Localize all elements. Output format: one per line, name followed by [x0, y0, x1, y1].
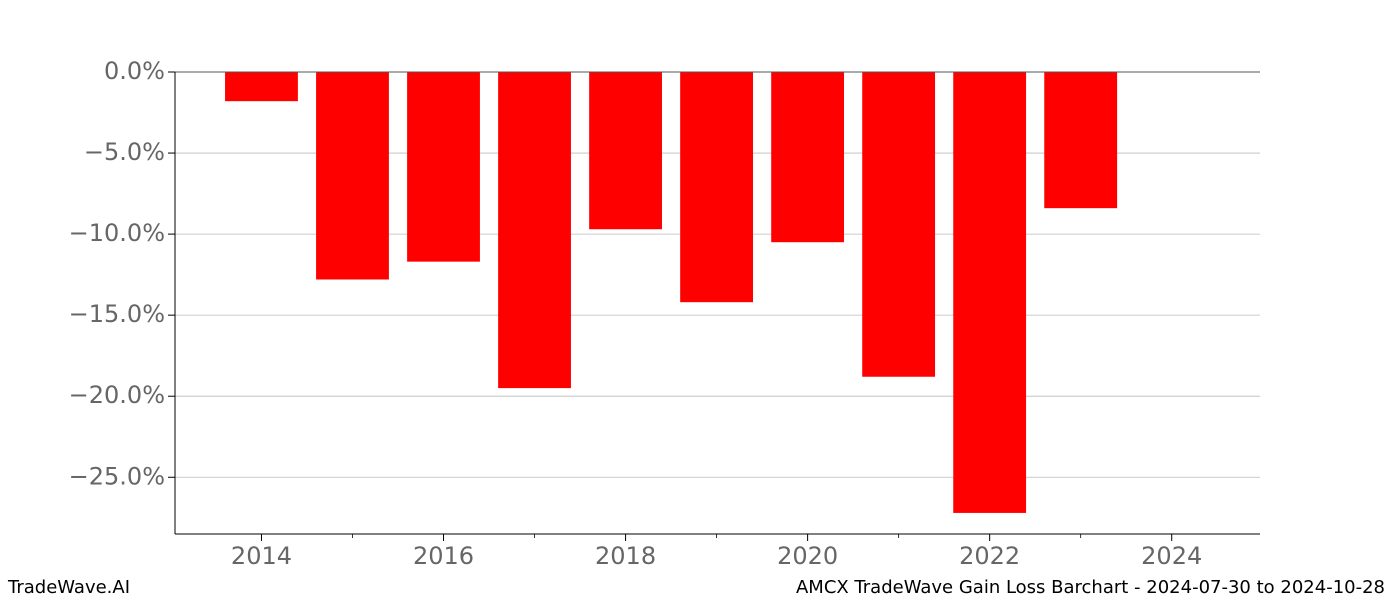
y-tick-label: −5.0%: [84, 138, 165, 166]
y-tick-label: −15.0%: [69, 300, 165, 328]
footer-title: AMCX TradeWave Gain Loss Barchart - 2024…: [796, 577, 1385, 598]
bar: [771, 72, 845, 243]
bar: [225, 72, 298, 102]
y-tick-label: 0.0%: [104, 57, 165, 85]
y-tick-label: −10.0%: [69, 219, 165, 247]
x-tick-label: 2014: [231, 542, 292, 570]
x-tick-label: 2022: [959, 542, 1020, 570]
bar: [589, 72, 662, 230]
y-tick-label: −20.0%: [69, 381, 165, 409]
bar: [862, 72, 936, 377]
bar: [316, 72, 389, 280]
bar: [498, 72, 571, 389]
x-tick-label: 2024: [1141, 542, 1202, 570]
x-tick-label: 2016: [413, 542, 474, 570]
bar: [680, 72, 753, 303]
x-tick-label: 2020: [777, 542, 838, 570]
bar: [1044, 72, 1118, 209]
bar: [953, 72, 1027, 513]
y-tick-label: −25.0%: [69, 462, 165, 490]
bar: [407, 72, 480, 262]
footer-brand: TradeWave.AI: [7, 577, 130, 598]
x-tick-label: 2018: [595, 542, 656, 570]
